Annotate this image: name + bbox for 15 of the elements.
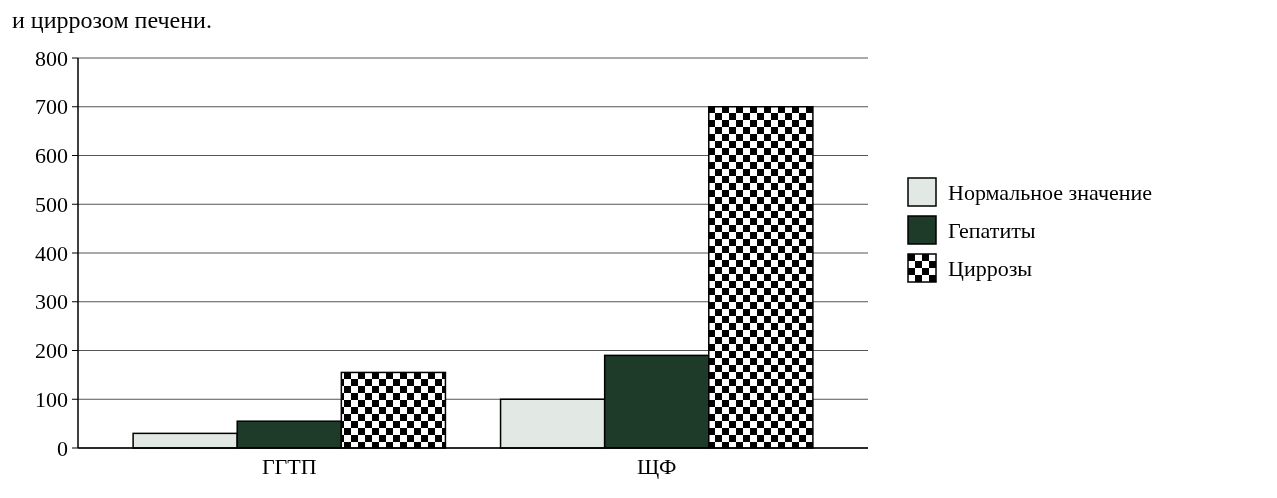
x-tick-label: ЩФ [636, 454, 677, 479]
y-tick-label: 100 [35, 386, 68, 412]
y-tick-label: 300 [35, 289, 68, 315]
x-tick-label: ГГТП [261, 454, 317, 479]
y-tick-label: 800 [35, 45, 68, 71]
y-tick-label: 600 [35, 143, 68, 169]
legend-label: Нормальное значение [948, 179, 1153, 205]
legend-label: Гепатиты [948, 217, 1036, 243]
text: и циррозом печени. [12, 7, 212, 33]
y-tick-label: 400 [35, 240, 68, 266]
y-tick-label: 700 [35, 94, 68, 120]
y-tick-label: 500 [35, 191, 68, 217]
legend-label: Циррозы [948, 255, 1033, 281]
y-tick-label: 0 [57, 435, 68, 461]
y-tick-label: 200 [35, 338, 68, 364]
